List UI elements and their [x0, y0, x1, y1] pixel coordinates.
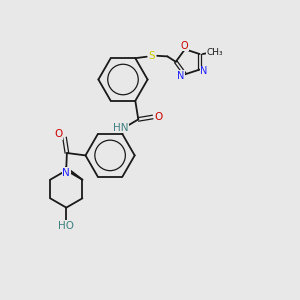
Text: CH₃: CH₃ — [206, 48, 223, 57]
Text: O: O — [154, 112, 163, 122]
Text: O: O — [181, 40, 188, 51]
Text: S: S — [148, 51, 155, 61]
Text: O: O — [54, 129, 63, 140]
Text: N: N — [62, 167, 70, 178]
Text: HN: HN — [112, 123, 128, 133]
Text: N: N — [200, 66, 208, 76]
Text: N: N — [177, 71, 184, 81]
Text: HO: HO — [58, 220, 74, 231]
